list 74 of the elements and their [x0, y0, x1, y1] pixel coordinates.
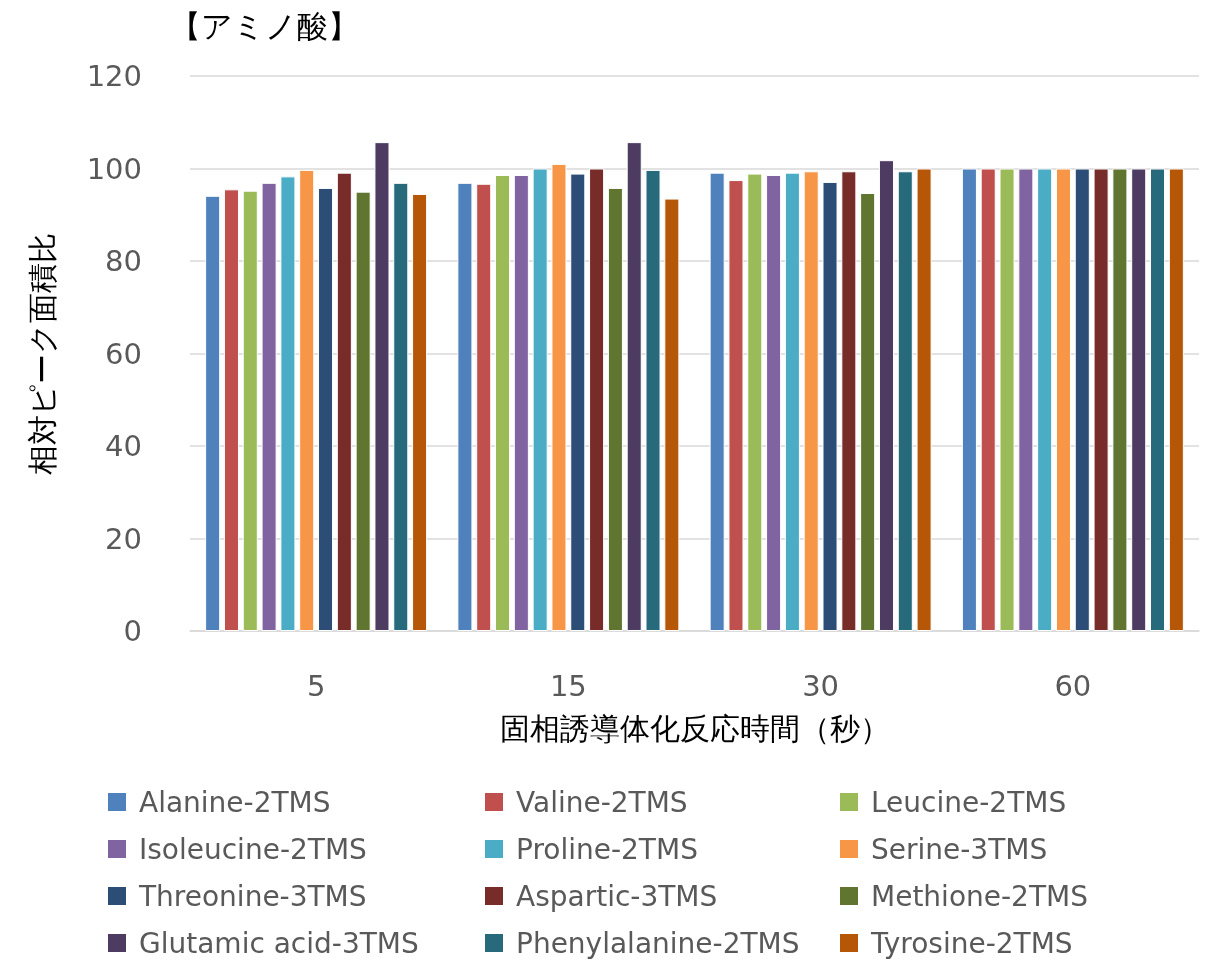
legend-label: Serine-3TMS [871, 832, 1048, 866]
bar [626, 142, 642, 631]
legend-label: Proline-2TMS [516, 832, 698, 866]
bar [589, 168, 605, 631]
bar [223, 189, 239, 631]
bar [318, 187, 334, 631]
legend-label: Phenylalanine-2TMS [516, 926, 800, 960]
bar [1168, 168, 1184, 631]
bar [916, 168, 932, 631]
bar [709, 172, 725, 631]
bar [841, 171, 857, 631]
legend-label: Methione-2TMS [871, 879, 1088, 913]
bar [980, 168, 996, 631]
bar [280, 176, 296, 631]
bar [645, 169, 661, 631]
bar [532, 168, 548, 631]
legend-label: Threonine-3TMS [138, 879, 367, 913]
bar [1037, 168, 1053, 631]
bar [1093, 168, 1109, 631]
bar [1112, 168, 1128, 631]
bar [860, 193, 876, 631]
x-tick-label: 5 [306, 668, 326, 703]
bar [457, 182, 473, 631]
bar [1055, 168, 1071, 631]
y-tick-label: 40 [105, 429, 142, 463]
bar [205, 195, 221, 631]
chart-title: 【アミノ酸】 [170, 7, 359, 44]
y-tick-label: 60 [105, 336, 142, 371]
x-tick-label: 30 [802, 668, 840, 703]
bar [961, 168, 977, 631]
legend-label: Leucine-2TMS [871, 785, 1067, 819]
bar [803, 171, 819, 631]
y-tick-label: 80 [105, 244, 142, 278]
legend-label: Tyrosine-2TMS [870, 926, 1073, 960]
bar [355, 191, 371, 631]
bar [1018, 168, 1034, 631]
legend-label: Glutamic acid-3TMS [139, 926, 419, 960]
x-tick-label: 60 [1054, 668, 1092, 703]
y-tick-label: 0 [123, 614, 142, 648]
y-tick-label: 20 [105, 521, 142, 556]
bar [784, 172, 800, 631]
y-axis-title: 相対ピーク面積比 [24, 232, 60, 475]
legend-label: Valine-2TMS [516, 785, 688, 819]
legend-label: Aspartic-3TMS [516, 879, 718, 913]
legend-label: Isoleucine-2TMS [139, 832, 367, 866]
bar [374, 142, 390, 631]
bar [822, 181, 838, 631]
bar [476, 183, 492, 631]
bar [664, 198, 680, 631]
bar [261, 182, 277, 631]
bar [551, 163, 567, 631]
bar [1150, 168, 1166, 631]
bar [513, 174, 529, 631]
bar [393, 182, 409, 631]
bar [495, 174, 511, 631]
x-axis-title: 固相誘導体化反応時間（秒） [499, 710, 890, 746]
bar [1131, 168, 1147, 631]
bar [897, 171, 913, 631]
bar [766, 174, 782, 631]
x-tick-label: 15 [549, 668, 587, 703]
bar [607, 187, 623, 631]
bar [242, 190, 258, 631]
bar [999, 168, 1015, 631]
bar [412, 193, 428, 631]
bar [878, 160, 894, 631]
y-tick-label: 100 [86, 151, 142, 186]
bar [728, 180, 744, 631]
bar [1074, 168, 1090, 631]
legend-label: Alanine-2TMS [139, 785, 331, 819]
bar [747, 173, 763, 631]
bar [299, 169, 315, 631]
bar [570, 173, 586, 631]
y-tick-label: 120 [86, 59, 142, 93]
bar [336, 172, 352, 631]
